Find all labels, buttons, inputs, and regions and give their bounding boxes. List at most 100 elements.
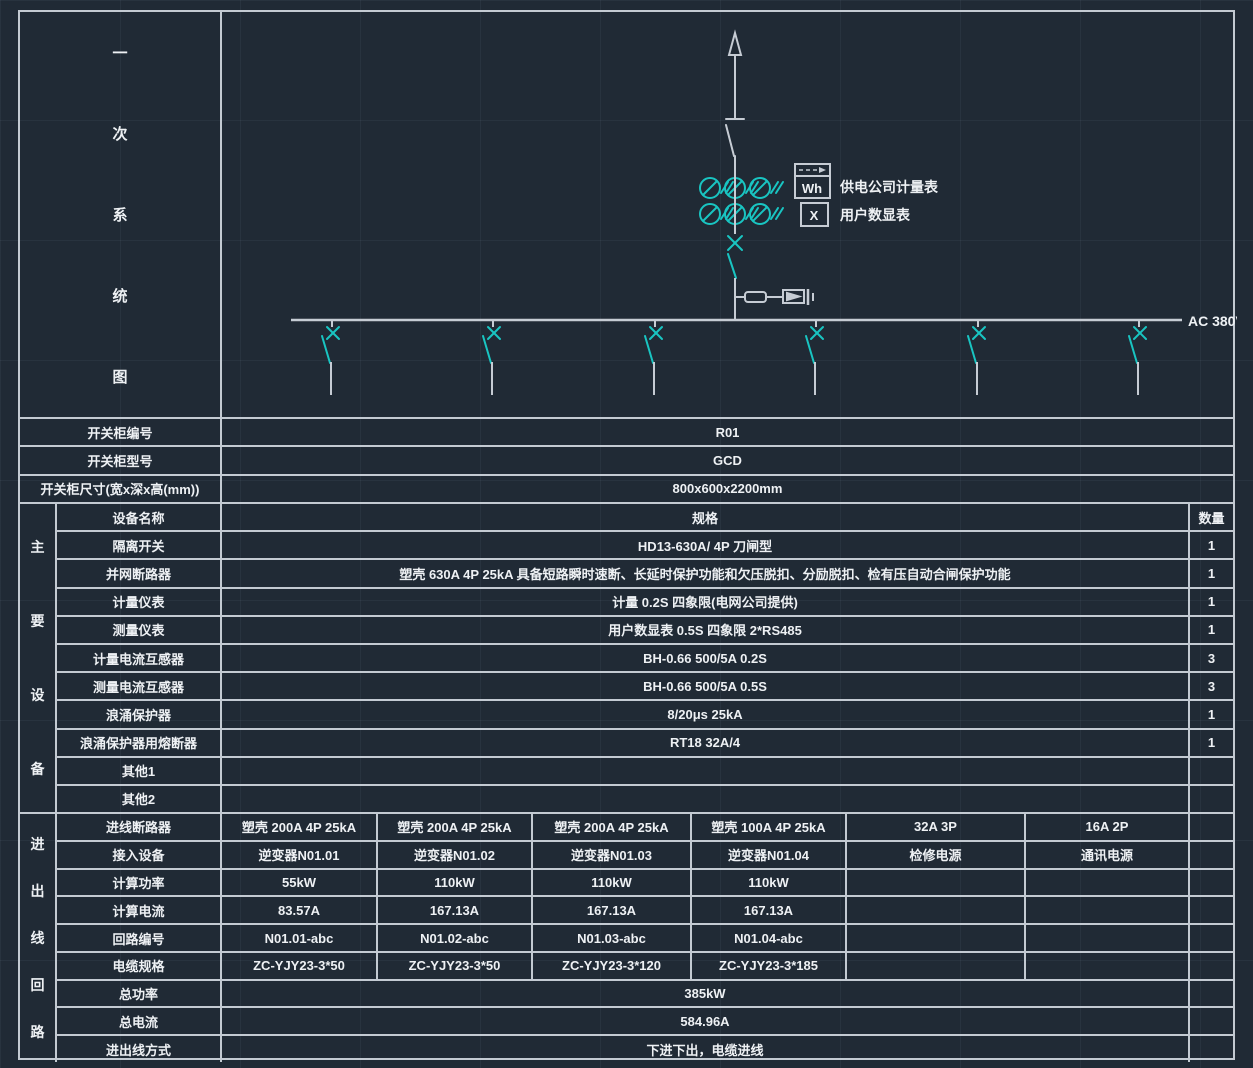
circuit-cell: N01.04-abc <box>692 925 847 951</box>
title-char: 次 <box>112 126 128 143</box>
empty-cell <box>1190 925 1233 951</box>
feeder-symbols <box>321 320 1147 395</box>
circuit-cell: 塑壳 200A 4P 25kA <box>222 814 378 840</box>
circuit-cell <box>1026 925 1190 951</box>
section-circuits: 进 出 线 回 路 进线断路器 塑壳 200A 4P 25kA 塑壳 200A … <box>20 812 1233 1063</box>
header-spec: 规格 <box>222 504 1190 531</box>
table-row: 浪涌保护器用熔断器 RT18 32A/4 1 <box>57 727 1233 756</box>
circuit-cell: 32A 3P <box>847 814 1026 840</box>
table-row: 进线断路器 塑壳 200A 4P 25kA 塑壳 200A 4P 25kA 塑壳… <box>57 814 1233 840</box>
section-main-equipment: 主 要 设 备 设备名称 规格 数量 隔离开关 HD13-630A/ 4P 刀闸… <box>20 502 1233 813</box>
circuit-cell: 塑壳 200A 4P 25kA <box>533 814 692 840</box>
row-label: 计算电流 <box>57 897 222 924</box>
device-name: 测量电流互感器 <box>57 673 222 700</box>
diagram-section-title: 一 次 系 统 图 <box>20 12 222 417</box>
circuit-cell: ZC-YJY23-3*120 <box>533 952 692 979</box>
wh-meter-text: Wh <box>802 181 822 196</box>
device-qty: 1 <box>1207 565 1216 581</box>
device-spec: RT18 32A/4 <box>222 729 1190 756</box>
device-spec: 用户数显表 0.5S 四象限 2*RS485 <box>222 616 1190 643</box>
header-qty: 数量 <box>1198 510 1225 526</box>
device-spec: HD13-630A/ 4P 刀闸型 <box>222 532 1190 559</box>
circuit-cell <box>1026 952 1190 979</box>
device-qty <box>1190 758 1233 784</box>
feeder-symbol <box>805 320 824 395</box>
table-row: 计量电流互感器 BH-0.66 500/5A 0.2S 3 <box>57 642 1233 672</box>
feeder-symbol <box>644 320 663 395</box>
device-spec: 塑壳 630A 4P 25kA 具备短路瞬时速断、长延时保护功能和欠压脱扣、分励… <box>222 560 1190 587</box>
summary-value: 下进下出，电缆进线 <box>222 1036 1190 1063</box>
spd-branch-symbol <box>735 289 814 305</box>
row-label: 电缆规格 <box>57 952 222 979</box>
empty-cell <box>1190 1036 1233 1062</box>
device-spec: BH-0.66 500/5A 0.2S <box>222 644 1190 672</box>
device-spec: 计量 0.2S 四象限(电网公司提供) <box>222 588 1190 615</box>
title-char: 路 <box>30 1024 45 1041</box>
device-name: 其他2 <box>57 785 222 813</box>
title-char: 一 <box>112 45 128 62</box>
circuit-cell: 167.13A <box>378 897 533 924</box>
display-meter-symbol: X 用户数显表 <box>800 202 911 227</box>
circuit-cell: 167.13A <box>533 897 692 924</box>
device-qty: 1 <box>1207 735 1216 751</box>
table-row: 电缆规格 ZC-YJY23-3*50 ZC-YJY23-3*50 ZC-YJY2… <box>57 950 1233 979</box>
device-spec <box>222 757 1190 784</box>
summary-value: 584.96A <box>222 1008 1190 1035</box>
table-row: 浪涌保护器 8/20μs 25kA 1 <box>57 699 1233 728</box>
circuit-cell: 逆变器N01.01 <box>222 841 378 868</box>
table-row: 总功率 385kW <box>57 978 1233 1007</box>
table-row: 计算功率 55kW 110kW 110kW 110kW <box>57 867 1233 896</box>
device-name: 其他1 <box>57 757 222 784</box>
empty-cell <box>1190 897 1233 923</box>
title-char: 要 <box>30 613 45 629</box>
table-row: 开关柜编号 R01 <box>20 419 1233 446</box>
circuit-cell: 16A 2P <box>1026 814 1190 840</box>
table-row: 其他2 <box>57 783 1233 813</box>
x-meter-text: X <box>810 208 819 223</box>
title-char: 系 <box>112 207 128 224</box>
empty-cell <box>1190 1008 1233 1034</box>
x-meter-label: 用户数显表 <box>840 207 911 223</box>
circuit-cell: 逆变器N01.02 <box>378 841 533 868</box>
row-value: GCD <box>713 452 742 468</box>
device-qty: 1 <box>1207 594 1216 610</box>
device-name: 浪涌保护器用熔断器 <box>57 729 222 756</box>
circuit-cell: 塑壳 100A 4P 25kA <box>692 814 847 840</box>
circuit-cell <box>847 869 1026 896</box>
title-char: 统 <box>112 288 128 305</box>
row-value: 800x600x2200mm <box>672 481 783 497</box>
table-row: 测量电流互感器 BH-0.66 500/5A 0.5S 3 <box>57 671 1233 700</box>
device-qty: 3 <box>1207 678 1216 694</box>
circuits-section-title: 进 出 线 回 路 <box>20 814 57 1062</box>
circuit-cell: ZC-YJY23-3*50 <box>222 952 378 979</box>
bus-voltage-label: AC 380V <box>1188 313 1237 329</box>
table-row: 其他1 <box>57 755 1233 784</box>
device-name: 计量电流互感器 <box>57 644 222 672</box>
circuit-cell: 83.57A <box>222 897 378 924</box>
section-cabinet-info: 开关柜编号 R01 开关柜型号 GCD 开关柜尺寸(宽x深x高(mm)) 800… <box>20 417 1233 502</box>
feeder-symbol <box>321 320 340 395</box>
summary-value: 385kW <box>222 980 1190 1007</box>
empty-cell <box>1190 870 1233 896</box>
device-qty: 3 <box>1207 650 1216 666</box>
title-char: 主 <box>30 539 45 555</box>
title-char: 进 <box>30 835 45 852</box>
section-one-line-diagram: 一 次 系 统 图 <box>20 12 1237 417</box>
circuit-cell: 检修电源 <box>847 841 1026 868</box>
title-char: 线 <box>30 929 45 946</box>
title-char: 出 <box>30 882 45 899</box>
circuit-cell <box>847 925 1026 951</box>
device-name: 浪涌保护器 <box>57 701 222 728</box>
circuit-cell <box>847 952 1026 979</box>
title-char: 图 <box>112 369 128 386</box>
device-qty <box>1190 786 1233 812</box>
device-spec: 8/20μs 25kA <box>222 701 1190 728</box>
circuit-cell: 通讯电源 <box>1026 841 1190 868</box>
circuit-cell: 55kW <box>222 869 378 896</box>
circuit-cell: N01.02-abc <box>378 925 533 951</box>
row-value: R01 <box>715 424 740 440</box>
circuit-cell: N01.03-abc <box>533 925 692 951</box>
circuit-cell <box>1026 869 1190 896</box>
device-qty: 1 <box>1207 706 1216 722</box>
